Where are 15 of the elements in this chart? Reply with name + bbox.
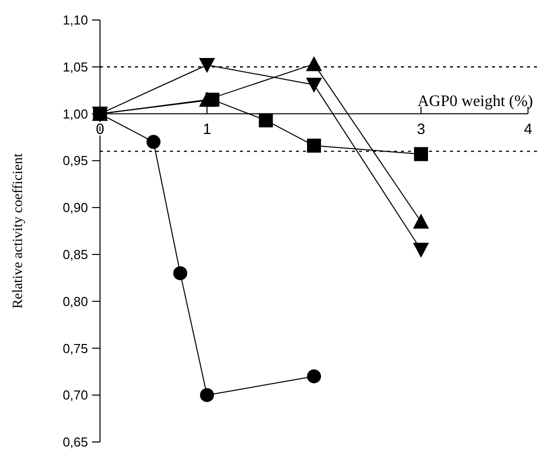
y-tick-label: 0,90	[62, 200, 88, 216]
y-tick-label: 1,10	[62, 12, 88, 28]
y-tick-label: 0,80	[62, 294, 88, 309]
x-tick-label: 3	[416, 120, 426, 138]
x-tick-label: 4	[524, 120, 532, 138]
y-axis-title: Relative activity coefficient	[11, 153, 26, 309]
y-tick-label: 0,70	[62, 388, 88, 403]
y-tick-label: 0,95	[62, 153, 88, 168]
y-tick-label: 0,65	[62, 434, 88, 450]
y-tick-label: 0,85	[62, 246, 88, 262]
x-tick-label: 1	[202, 120, 212, 138]
x-axis-title: AGP0 weight (%)	[417, 92, 533, 110]
y-tick-label: 1,00	[62, 106, 88, 122]
y-tick-label: 1,05	[62, 59, 88, 74]
y-tick-label: 0,75	[62, 340, 88, 356]
